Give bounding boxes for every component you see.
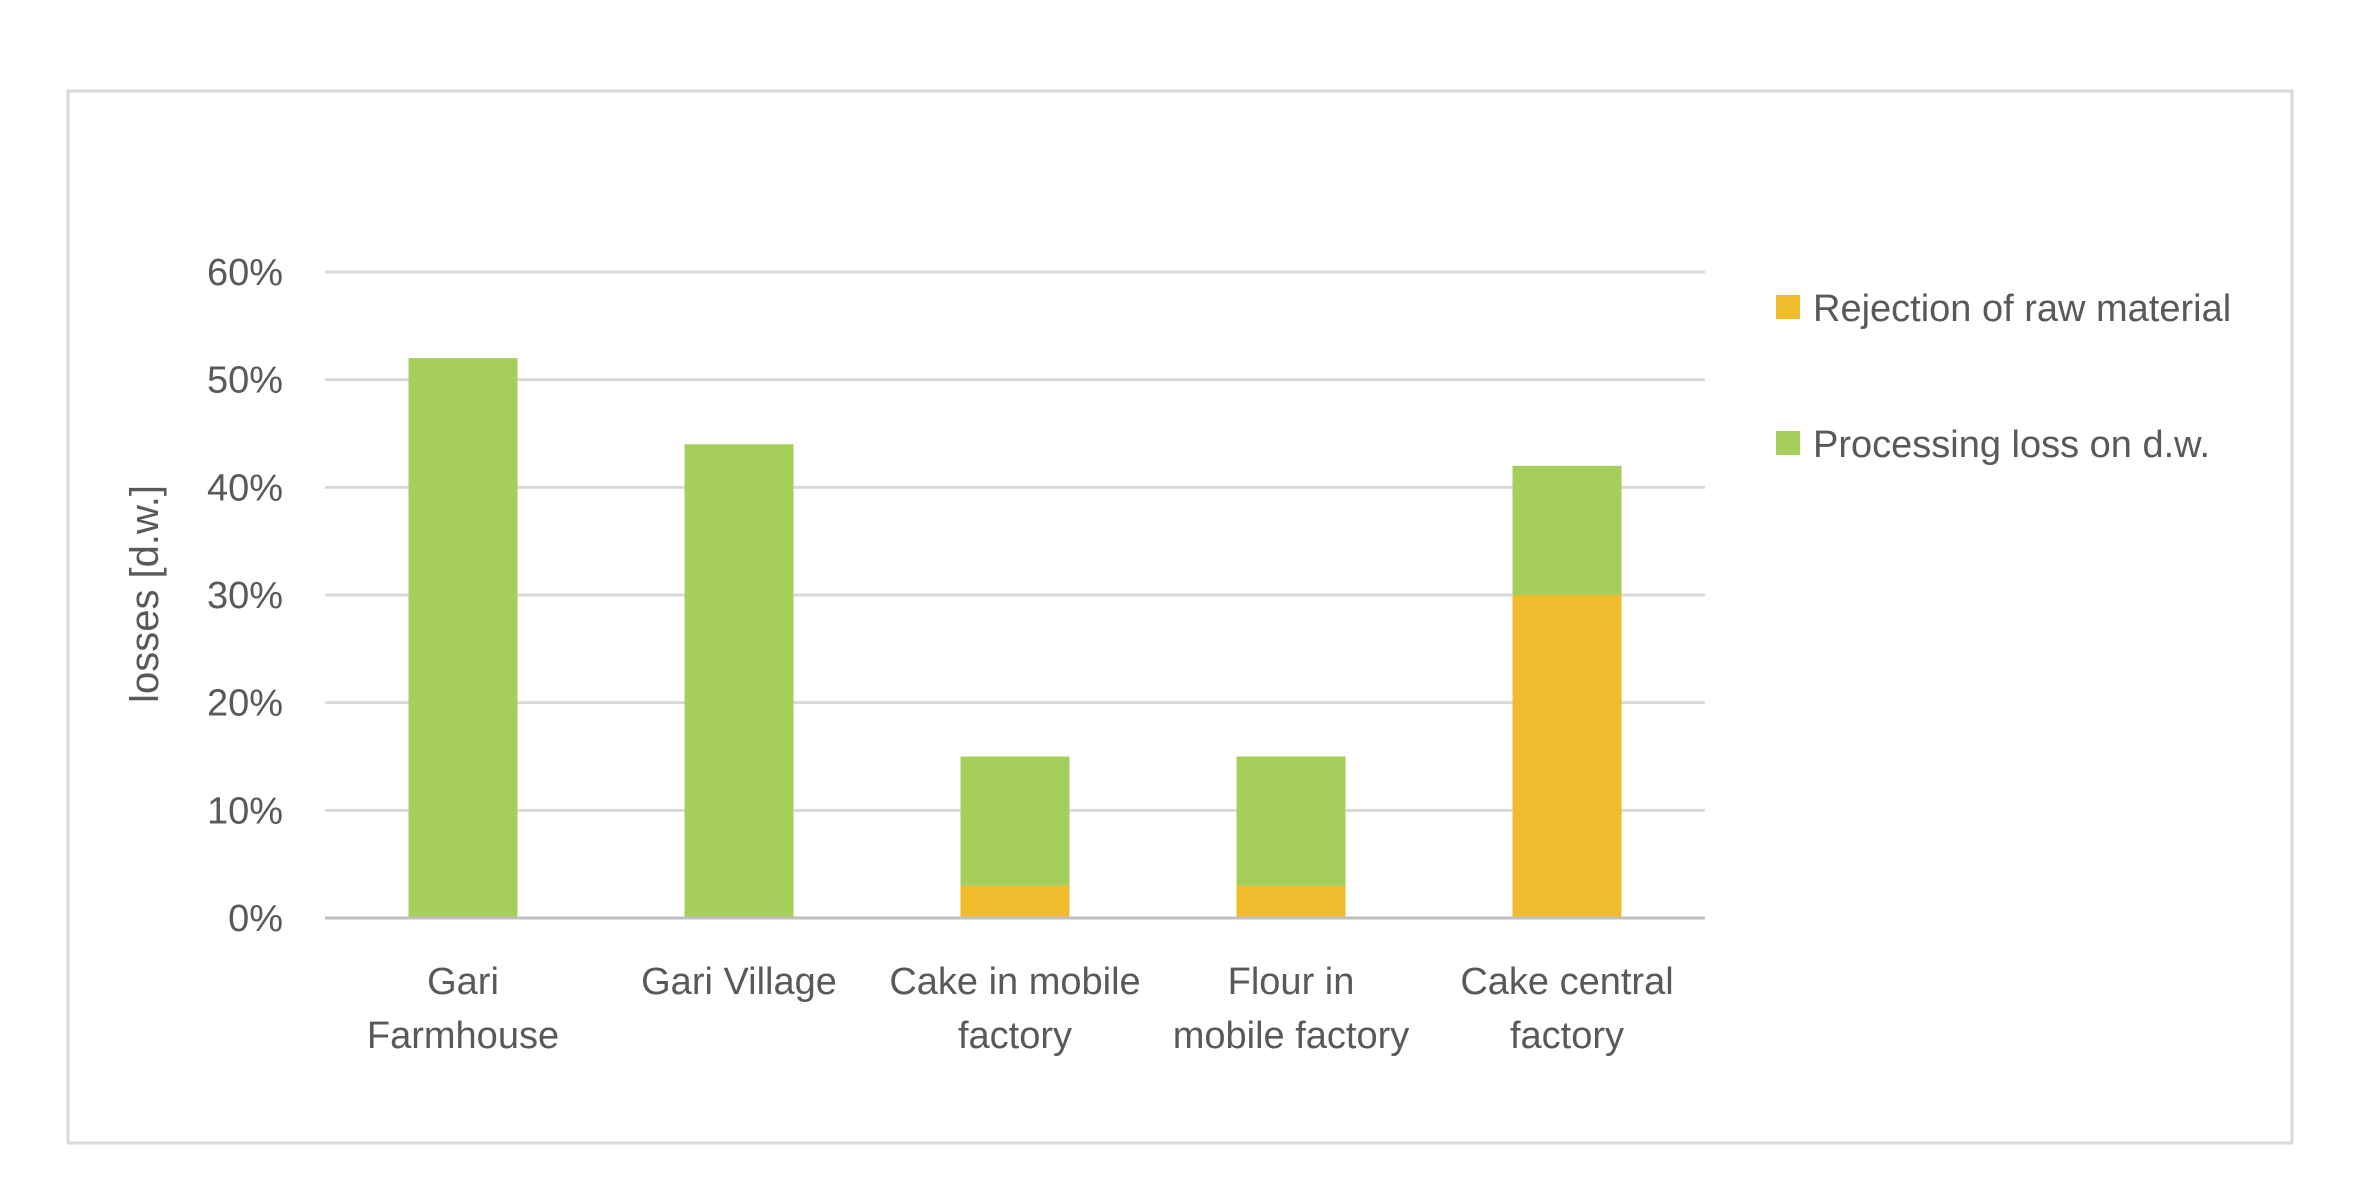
y-tick-label: 0% (228, 898, 283, 940)
legend: Rejection of raw material Processing loss… (1776, 288, 2231, 466)
bar-segment-rejection (1512, 595, 1622, 918)
y-tick-label: 10% (207, 790, 283, 832)
bar-segment-rejection (960, 885, 1070, 918)
category-label: Gari (427, 961, 499, 1003)
bar-segment-rejection (1236, 885, 1346, 918)
gridlines (325, 270, 1705, 812)
legend-swatch (1776, 295, 1800, 319)
y-tick-label: 30% (207, 575, 283, 617)
bar-segment-processing (960, 756, 1070, 886)
y-tick-label: 40% (207, 467, 283, 509)
legend-swatch (1776, 431, 1800, 455)
bar-segment-processing (1236, 756, 1346, 886)
y-tick-labels: 0% 10% 20% 30% 40% 50% 60% (207, 252, 283, 940)
legend-label: Processing loss on d.w. (1813, 424, 2210, 466)
bars (408, 358, 1622, 919)
category-label: Flour in (1228, 961, 1355, 1003)
category-labels: Gari Farmhouse Gari Village Cake in mobile f… (367, 961, 1674, 1057)
category-label: Cake central (1460, 961, 1673, 1003)
category-label: Cake in mobile (889, 961, 1140, 1003)
y-tick-label: 50% (207, 360, 283, 402)
bar-segment-processing (1512, 465, 1622, 595)
category-label: factory (958, 1015, 1072, 1057)
category-label: Gari Village (641, 961, 837, 1003)
category-label: factory (1510, 1015, 1624, 1057)
bar-segment-processing (684, 444, 794, 918)
legend-label: Rejection of raw material (1813, 288, 2231, 330)
y-tick-label: 60% (207, 252, 283, 294)
y-tick-label: 20% (207, 683, 283, 725)
category-label: Farmhouse (367, 1015, 559, 1057)
category-label: mobile factory (1173, 1015, 1410, 1057)
y-axis-title: losses [d.w.] (123, 485, 167, 703)
bar-segment-processing (408, 358, 518, 919)
chart-frame (66, 89, 2294, 1145)
